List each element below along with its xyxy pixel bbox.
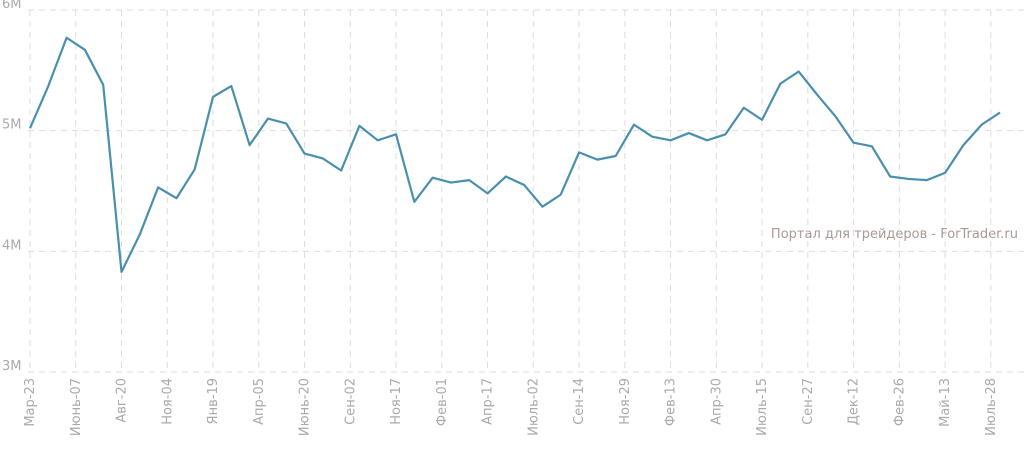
y-tick-label: 4M [2,238,22,253]
watermark: Портал для трейдеров - ForTrader.ru [771,227,1018,242]
x-tick-label: Апр-30 [709,378,724,425]
x-tick-label: Мар-23 [23,378,38,427]
x-tick-label: Июль-15 [755,378,770,436]
x-tick-label: Июль-02 [526,378,541,436]
x-tick-label: Июнь-20 [298,378,313,436]
x-tick-label: Ноя-29 [618,378,633,425]
x-tick-label: Июль-28 [984,378,999,436]
y-tick-label: 3M [2,359,22,374]
x-tick-label: Авг-20 [115,378,130,423]
y-tick-label: 5M [2,118,22,133]
x-tick-label: Дек-12 [847,378,862,425]
x-tick-label: Сен-27 [801,378,816,425]
x-tick-label: Апр-05 [252,378,267,425]
line-series [28,36,1001,273]
x-tick-label: Ноя-04 [160,378,175,425]
x-tick-label: Янв-19 [206,378,221,424]
x-tick-label: Фев-26 [892,378,907,426]
x-tick-label: Ноя-17 [389,378,404,425]
x-tick-label: Сен-02 [343,378,358,425]
x-tick-label: Июнь-07 [69,378,84,436]
x-tick-label: Апр-17 [481,378,496,425]
y-tick-label: 6M [2,0,22,12]
x-tick-label: Фев-01 [435,378,450,426]
x-tick-label: Май-13 [938,378,953,427]
x-tick-label: Фев-13 [664,378,679,426]
x-tick-label: Сен-14 [572,378,587,425]
